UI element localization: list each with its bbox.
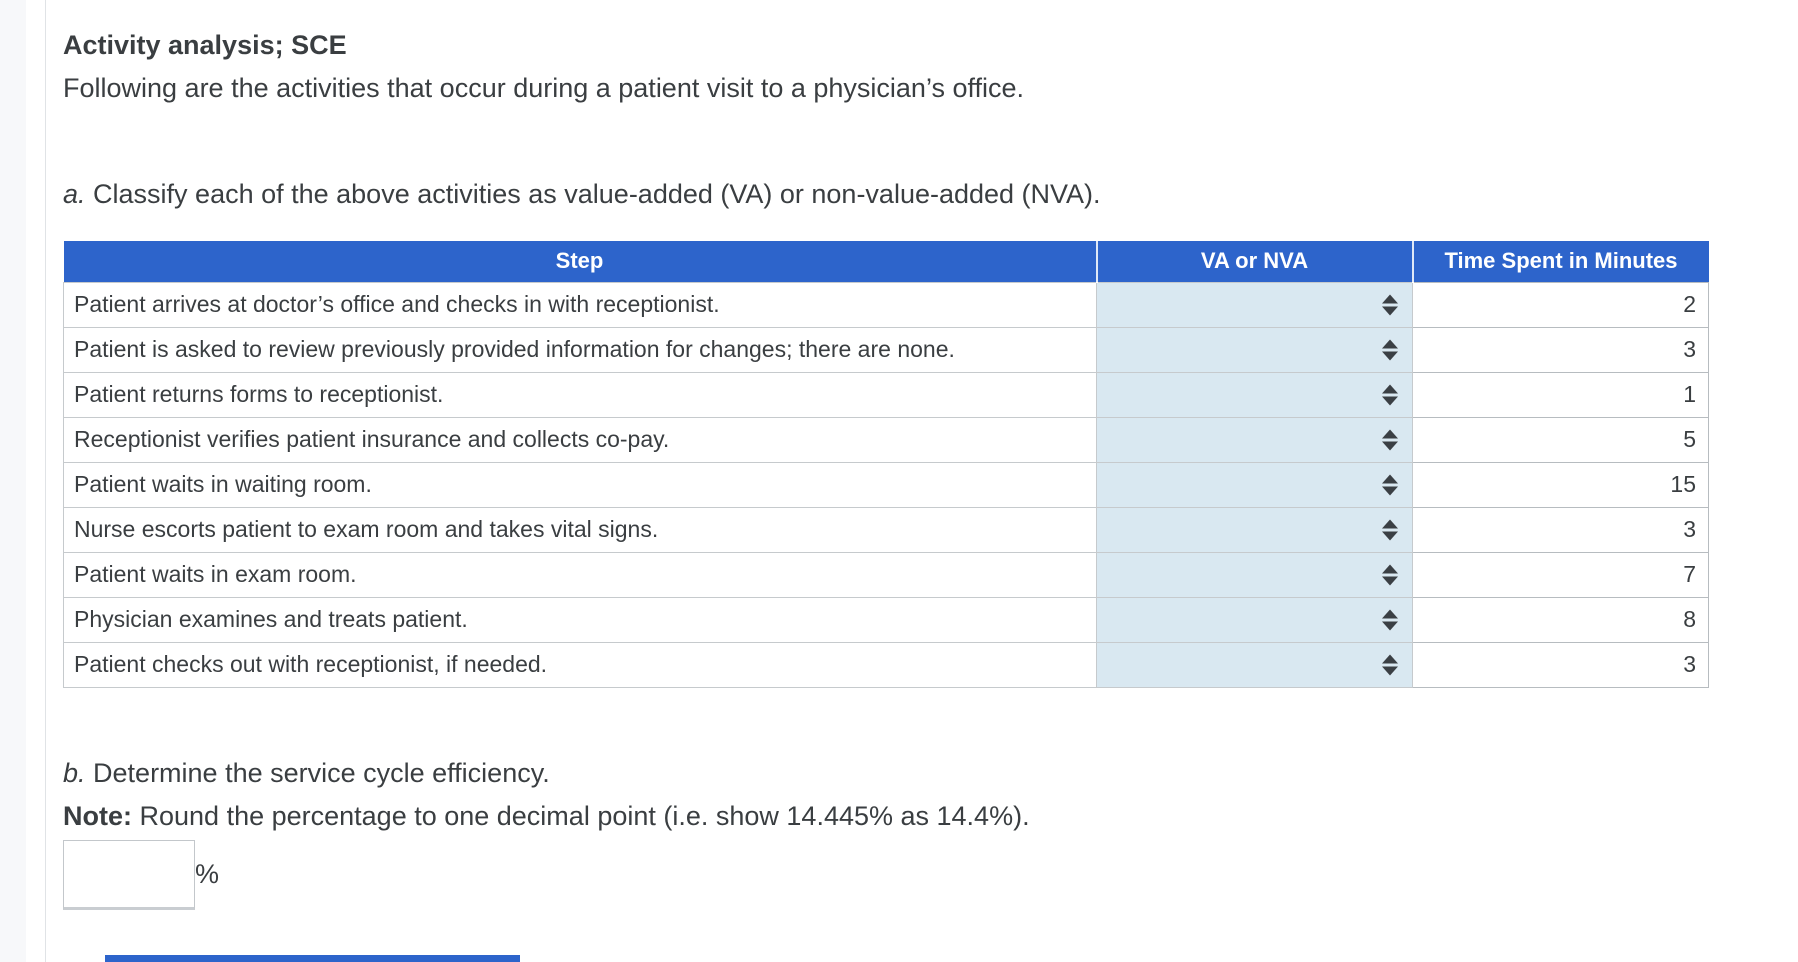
minutes-value: 2 (1412, 281, 1709, 328)
updown-arrows-icon (1382, 609, 1398, 630)
table-row: Patient arrives at doctor’s office and c… (63, 281, 1709, 328)
step-cell: Patient is asked to review previously pr… (63, 326, 1097, 373)
page-left-margin (0, 0, 26, 962)
va-nva-dropdown[interactable] (1096, 371, 1413, 418)
table-row: Physician examines and treats patient. 8 (63, 596, 1709, 643)
page-title: Activity analysis; SCE (63, 30, 347, 60)
minutes-value: 7 (1412, 551, 1709, 598)
step-cell: Nurse escorts patient to exam room and t… (63, 506, 1097, 553)
table-row: Nurse escorts patient to exam room and t… (63, 506, 1709, 553)
minutes-value: 3 (1412, 506, 1709, 553)
table-row: Receptionist verifies patient insurance … (63, 416, 1709, 463)
va-nva-selected-value (1097, 651, 1107, 677)
va-nva-selected-value (1097, 426, 1107, 452)
updown-arrows-icon (1382, 339, 1398, 360)
part-a-label: a. (63, 179, 86, 209)
problem-intro: Following are the activities that occur … (63, 73, 1025, 103)
table-row: Patient waits in exam room. 7 (63, 551, 1709, 598)
step-cell: Patient returns forms to receptionist. (63, 371, 1097, 418)
va-nva-dropdown[interactable] (1096, 641, 1413, 688)
part-a-text: Classify each of the above activities as… (85, 179, 1101, 209)
updown-arrows-icon (1382, 519, 1398, 540)
va-nva-selected-value (1097, 516, 1107, 542)
part-a-instruction: a. Classify each of the above activities… (63, 179, 1708, 210)
updown-arrows-icon (1382, 429, 1398, 450)
updown-arrows-icon (1382, 384, 1398, 405)
updown-arrows-icon (1382, 564, 1398, 585)
note-text: Round the percentage to one decimal poin… (132, 800, 1030, 831)
answer-row: % (63, 839, 1708, 910)
updown-arrows-icon (1382, 474, 1398, 495)
minutes-value: 15 (1412, 461, 1709, 508)
note-line: Note: Round the percentage to one decima… (63, 801, 1708, 832)
table-row: Patient waits in waiting room. 15 (63, 461, 1709, 508)
next-section-header-partial (105, 955, 520, 962)
va-nva-dropdown[interactable] (1096, 281, 1413, 328)
table-row: Patient is asked to review previously pr… (63, 326, 1709, 373)
va-nva-selected-value (1097, 471, 1107, 497)
va-nva-dropdown[interactable] (1096, 326, 1413, 373)
header-time-spent: Time Spent in Minutes (1411, 241, 1709, 282)
va-nva-selected-value (1097, 336, 1107, 362)
minutes-value: 8 (1412, 596, 1709, 643)
va-nva-selected-value (1097, 561, 1107, 587)
minutes-value: 3 (1412, 326, 1709, 373)
step-cell: Patient checks out with receptionist, if… (63, 641, 1097, 688)
efficiency-answer-input[interactable] (63, 839, 195, 910)
table-row: Patient returns forms to receptionist. 1 (63, 371, 1709, 418)
table-header-row: Step VA or NVA Time Spent in Minutes (63, 241, 1709, 282)
va-nva-dropdown[interactable] (1096, 551, 1413, 598)
step-cell: Patient waits in exam room. (63, 551, 1097, 598)
header-step: Step (63, 241, 1097, 282)
va-nva-selected-value (1097, 291, 1107, 317)
note-label: Note: (63, 800, 132, 831)
percent-sign: % (195, 859, 220, 889)
activity-table-body: Patient arrives at doctor’s office and c… (63, 281, 1709, 688)
updown-arrows-icon (1382, 294, 1398, 315)
table-row: Patient checks out with receptionist, if… (63, 641, 1709, 688)
part-b-label: b. (63, 757, 86, 788)
step-cell: Receptionist verifies patient insurance … (63, 416, 1097, 463)
part-b-instruction: b. Determine the service cycle efficienc… (63, 758, 1708, 789)
activity-table: Step VA or NVA Time Spent in Minutes Pat… (63, 241, 1709, 688)
problem-content: Activity analysis; SCE Following are the… (63, 0, 1709, 910)
updown-arrows-icon (1382, 654, 1398, 675)
part-b-text: Determine the service cycle efficiency. (85, 757, 550, 788)
step-cell: Physician examines and treats patient. (63, 596, 1097, 643)
minutes-value: 3 (1412, 641, 1709, 688)
va-nva-dropdown[interactable] (1096, 461, 1413, 508)
va-nva-dropdown[interactable] (1096, 416, 1413, 463)
left-vertical-divider (45, 0, 46, 962)
va-nva-selected-value (1097, 606, 1107, 632)
va-nva-dropdown[interactable] (1096, 596, 1413, 643)
va-nva-selected-value (1097, 381, 1107, 407)
step-cell: Patient waits in waiting room. (63, 461, 1097, 508)
header-va-or-nva: VA or NVA (1095, 241, 1413, 282)
va-nva-dropdown[interactable] (1096, 506, 1413, 553)
minutes-value: 5 (1412, 416, 1709, 463)
minutes-value: 1 (1412, 371, 1709, 418)
step-cell: Patient arrives at doctor’s office and c… (63, 281, 1097, 328)
